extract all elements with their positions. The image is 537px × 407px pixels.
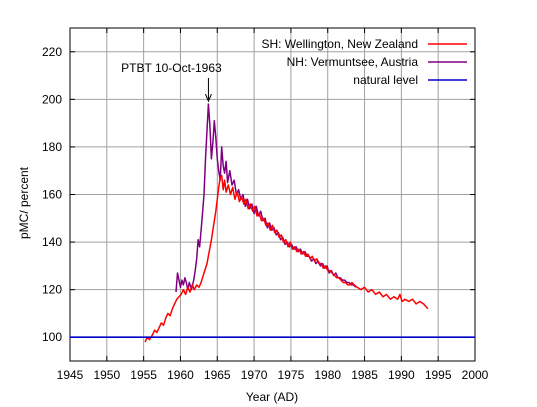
x-tick-label: 1990 — [388, 368, 415, 382]
y-tick-label: 160 — [42, 188, 62, 202]
x-tick-label: 1945 — [57, 368, 84, 382]
series-line-1 — [175, 103, 357, 293]
x-tick-label: 1955 — [130, 368, 157, 382]
y-tick-label: 200 — [42, 92, 62, 106]
y-tick-label: 220 — [42, 45, 62, 59]
x-tick-label: 1980 — [314, 368, 341, 382]
annotation-label: PTBT 10-Oct-1963 — [121, 61, 222, 75]
annotation-arrow-head — [204, 93, 212, 103]
x-tick-label: 1985 — [351, 368, 378, 382]
x-axis-label: Year (AD) — [246, 390, 298, 404]
legend-label: natural level — [353, 73, 418, 87]
series-lines — [70, 103, 475, 343]
annotation: PTBT 10-Oct-1963 — [121, 61, 222, 103]
x-tick-label: 1975 — [278, 368, 305, 382]
legend-label: NH: Vermuntsee, Austria — [287, 55, 419, 69]
y-tick-label: 180 — [42, 140, 62, 154]
legend-label: SH: Wellington, New Zealand — [261, 37, 418, 51]
x-tick-label: 1965 — [204, 368, 231, 382]
series-line-0 — [144, 174, 429, 343]
y-tick-label: 100 — [42, 330, 62, 344]
x-tick-label: 1995 — [425, 368, 452, 382]
y-tick-label: 120 — [42, 283, 62, 297]
x-tick-label: 1950 — [93, 368, 120, 382]
legend: SH: Wellington, New Zealand NH: Vermuntse… — [261, 37, 467, 87]
axes: 1945 1950 1955 1960 1965 1970 1975 1980 1985 1990… — [42, 27, 489, 382]
x-tick-label: 1970 — [241, 368, 268, 382]
y-tick-label: 140 — [42, 235, 62, 249]
x-tick-label: 1960 — [167, 368, 194, 382]
y-axis-label: pMC/ percent — [17, 166, 31, 239]
x-tick-label: 2000 — [462, 368, 489, 382]
